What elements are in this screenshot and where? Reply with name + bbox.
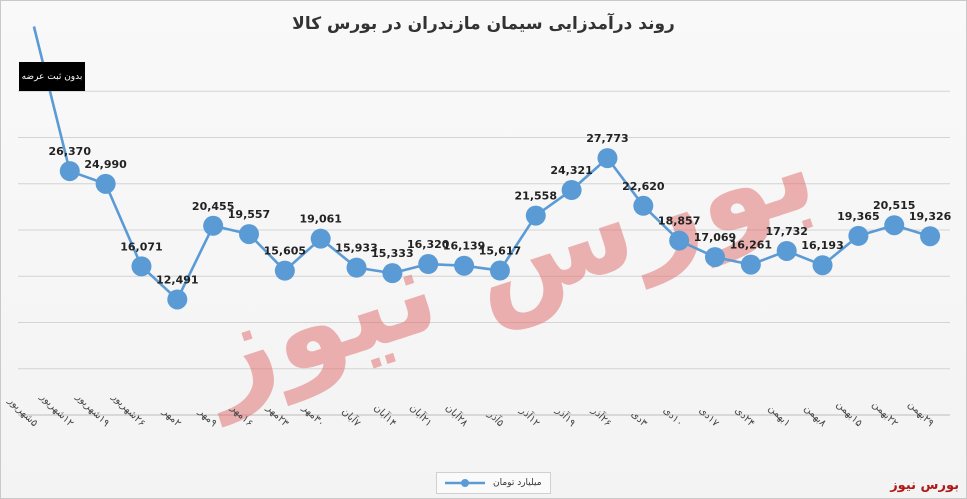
data-point-21 — [776, 240, 797, 261]
data-label-22: 16,193 — [801, 239, 843, 252]
data-point-3 — [131, 256, 152, 277]
chart-title: روند درآمدزایی سیمان مازندران در بورس کا… — [292, 14, 675, 34]
data-label-10: 15,333 — [371, 247, 413, 260]
data-point-20 — [740, 254, 761, 275]
x-tick-label-24: ۲۲بهمن — [870, 399, 900, 429]
data-point-8 — [310, 228, 331, 249]
x-tick-label-8: ۳۰مهر — [299, 402, 326, 429]
data-label-2: 24,990 — [84, 158, 127, 171]
legend-swatch — [445, 479, 485, 487]
data-label-18: 18,857 — [658, 215, 700, 228]
x-tick-label-18: ۱۰دی — [661, 405, 685, 429]
data-point-1 — [59, 161, 80, 182]
gridlines — [18, 90, 950, 416]
data-label-24: 20,515 — [873, 199, 915, 212]
data-point-11 — [418, 254, 439, 275]
x-tick-label-21: ۱بهمن — [766, 403, 792, 429]
data-point-6 — [239, 224, 259, 245]
data-point-24 — [884, 215, 905, 236]
data-label-9: 15,933 — [335, 242, 377, 255]
legend-label: میلیارد تومان — [493, 478, 542, 488]
x-tick-label-23: ۱۵بهمن — [834, 399, 864, 429]
data-point-9 — [346, 257, 367, 278]
x-tick-label-22: ۸بهمن — [802, 403, 829, 430]
data-point-18 — [669, 230, 690, 251]
data-point-4 — [167, 289, 188, 310]
data-point-22 — [812, 255, 833, 276]
data-point-13 — [489, 260, 510, 281]
series-line — [32, 26, 941, 310]
data-label-23: 19,365 — [837, 210, 879, 223]
x-tick-label-3: ۲۶شهریور — [109, 391, 147, 429]
data-point-14 — [525, 205, 546, 226]
data-point-23 — [848, 225, 869, 246]
data-point-12 — [454, 255, 475, 276]
data-label-5: 20,455 — [192, 200, 234, 213]
data-label-14: 21,558 — [515, 190, 557, 203]
data-point-10 — [382, 263, 403, 284]
data-point-7 — [274, 260, 295, 281]
data-label-11: 16,320 — [407, 238, 450, 251]
data-point-19 — [705, 247, 725, 268]
data-label-7: 15,605 — [264, 245, 306, 258]
x-tick-label-15: ۱۹آذر — [553, 403, 579, 429]
x-tick-label-4: ۲مهر — [160, 406, 183, 429]
data-point-5 — [203, 215, 224, 236]
x-tick-label-19: ۱۷دی — [697, 405, 722, 430]
x-tick-label-2: ۱۹شهریور — [73, 391, 111, 429]
data-label-19: 17,069 — [694, 231, 736, 244]
data-point-17 — [633, 195, 654, 216]
data-label-8: 19,061 — [299, 213, 341, 226]
data-label-4: 12,491 — [156, 273, 198, 286]
data-point-16 — [597, 148, 618, 169]
x-tick-label-5: ۹مهر — [196, 406, 219, 429]
data-point-25 — [920, 226, 941, 247]
data-label-17: 22,620 — [622, 180, 665, 193]
x-tick-label-1: ۱۲شهریور — [37, 391, 75, 429]
x-tick-label-16: ۲۶آذر — [589, 403, 615, 429]
x-tick-label-0: ۵شهریور — [5, 395, 39, 429]
data-point-15 — [561, 180, 582, 201]
legend: میلیارد تومان — [436, 472, 551, 494]
data-label-6: 19,557 — [228, 208, 270, 221]
no-offer-note: بدون ثبت عرضه — [19, 62, 85, 91]
data-label-16: 27,773 — [586, 132, 628, 145]
brand-logo: بورس نیوز — [890, 478, 959, 493]
data-label-15: 24,321 — [550, 164, 592, 177]
data-label-1: 26,370 — [49, 145, 92, 158]
data-label-20: 16,261 — [730, 239, 772, 252]
x-tick-label-25: ۲۹بهمن — [906, 399, 936, 429]
data-label-25: 19,326 — [909, 210, 952, 223]
x-tick-label-17: ۳دی — [629, 409, 650, 430]
data-label-3: 16,071 — [120, 240, 162, 253]
data-label-12: 16,139 — [443, 240, 485, 253]
data-label-21: 17,732 — [765, 225, 807, 238]
x-tick-label-14: ۱۲آذر — [517, 403, 543, 429]
data-point-2 — [95, 173, 116, 194]
data-label-13: 15,617 — [479, 245, 521, 258]
x-tick-label-13: ۵آذر — [485, 407, 507, 429]
x-tick-label-20: ۲۴دی — [732, 405, 756, 429]
x-tick-label-9: ۷آبان — [339, 405, 364, 430]
